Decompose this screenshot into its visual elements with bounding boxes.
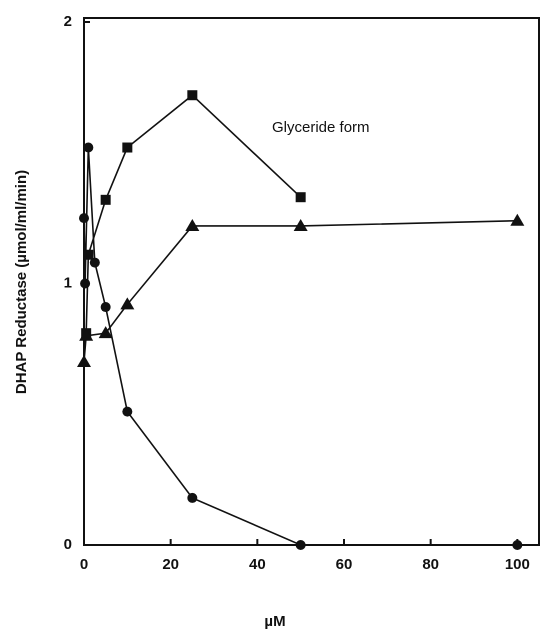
square-marker	[100, 194, 111, 205]
triangle-marker	[77, 354, 91, 367]
circle-marker	[512, 540, 523, 550]
triangle-marker	[510, 213, 525, 226]
x-tick-label: 40	[249, 556, 266, 573]
circle-marker	[89, 257, 100, 268]
x-tick-label: 0	[80, 556, 88, 573]
x-tick-label: 80	[422, 556, 439, 573]
circle-marker	[80, 278, 91, 289]
x-tick-label: 60	[336, 556, 353, 573]
circle-marker	[295, 540, 306, 550]
circle-marker	[79, 213, 89, 224]
circle-marker	[122, 406, 133, 417]
triangle-marker	[120, 297, 135, 310]
square-marker	[122, 142, 133, 153]
x-tick-label: 100	[505, 556, 530, 573]
circle-marker	[100, 302, 111, 313]
triangle-marker	[98, 326, 113, 339]
y-axis-label: DHAP Reductase (µmol/ml/min)	[13, 170, 30, 394]
square-marker	[295, 192, 306, 203]
series-line	[83, 219, 518, 363]
square-marker	[83, 249, 94, 260]
annotation: Glyceride form	[272, 119, 370, 136]
plot-frame	[83, 17, 540, 546]
circle-marker	[83, 142, 94, 153]
triangle-marker	[185, 218, 200, 231]
square-marker	[187, 90, 198, 101]
x-tick-label: 20	[162, 556, 179, 573]
series-line	[85, 94, 302, 334]
series-line	[83, 147, 518, 546]
triangle-marker	[293, 218, 308, 231]
y-tick-label: 0	[64, 536, 72, 553]
y-tick-label: 1	[64, 274, 72, 291]
circle-marker	[187, 492, 198, 503]
x-axis-label: µM	[264, 613, 285, 630]
y-tick-label: 2	[64, 13, 72, 30]
triangle-marker	[79, 328, 94, 341]
